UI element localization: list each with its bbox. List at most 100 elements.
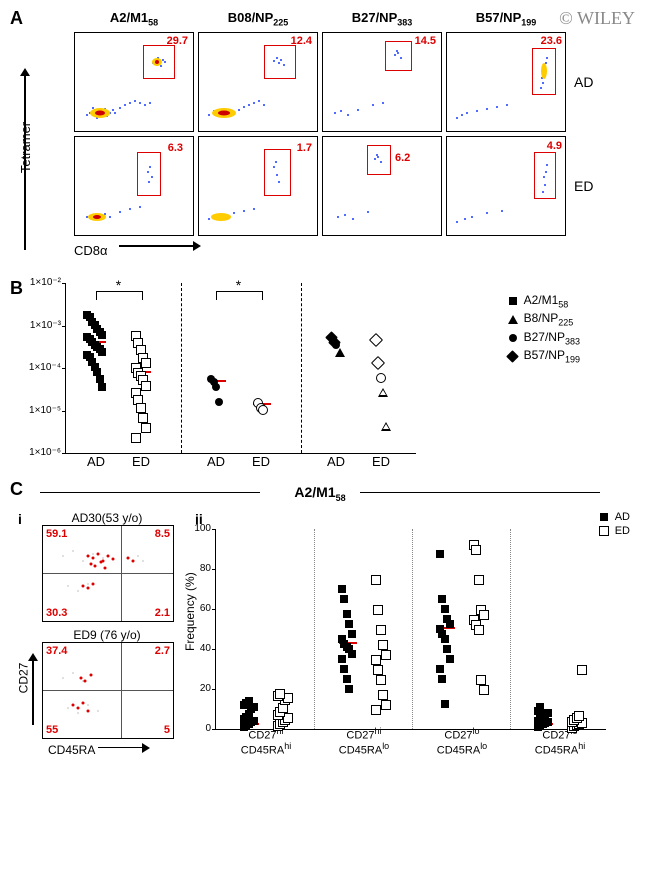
data-point: [348, 650, 356, 658]
legend-item: B57/NP199: [506, 348, 580, 364]
data-point: [381, 650, 391, 660]
data-point: [371, 705, 381, 715]
data-point: [378, 690, 388, 700]
data-point: [381, 700, 391, 710]
data-point: [376, 373, 386, 383]
panel-c-i-y-label: CD27: [16, 662, 30, 693]
data-point: [376, 675, 386, 685]
data-point: [340, 665, 348, 673]
data-point: [474, 575, 484, 585]
y-tick: 80: [191, 563, 211, 574]
quad-plot-1-title: AD30(53 y/o): [42, 511, 172, 525]
x-label: ED: [132, 454, 150, 469]
x-category-label: CD27hiCD45RAhi: [236, 727, 296, 757]
legend-item: B8/NP225: [506, 311, 580, 327]
panel-b-scatter-plot: 1×10⁻² 1×10⁻³ 1×10⁻⁴ 1×10⁻⁵ 1×10⁻⁶ ADEDA…: [65, 283, 416, 454]
data-point: [141, 358, 151, 368]
col-header-4: B57/NP199: [446, 10, 566, 28]
data-point: [245, 697, 253, 705]
data-point: [373, 605, 383, 615]
panel-a: A Tetramer A2/M158 B08/NP225 B27/NP383 B…: [10, 10, 640, 258]
data-point: [338, 655, 346, 663]
panel-a-label: A: [10, 8, 23, 29]
x-label: AD: [207, 454, 225, 469]
group-divider: [301, 283, 302, 453]
y-tick: 60: [191, 603, 211, 614]
panel-c-ii: ii Frequency (%) 0 20 40 60 80 100 CD27h…: [185, 511, 640, 745]
data-point: [371, 655, 381, 665]
data-point: [446, 620, 454, 628]
data-point: [436, 665, 444, 673]
group-divider: [181, 283, 182, 453]
panel-c-i-label: i: [18, 511, 22, 527]
data-point: [215, 398, 223, 406]
flow-plot-ed-2: 1.7: [198, 136, 318, 236]
data-point: [275, 689, 285, 699]
y-tick: 1×10⁻²: [16, 277, 61, 288]
significance-star: *: [236, 277, 241, 293]
legend-item: A2/M158: [506, 293, 580, 309]
data-point: [98, 348, 106, 356]
data-point: [138, 413, 148, 423]
x-label: AD: [327, 454, 345, 469]
data-point: [443, 645, 451, 653]
data-point: [441, 635, 449, 643]
data-point: [96, 375, 104, 383]
flow-plot-ed-4: 4.9: [446, 136, 566, 236]
y-tick: 1×10⁻⁴: [16, 362, 61, 373]
data-point: [378, 388, 388, 397]
data-point: [136, 403, 146, 413]
legend-item: B27/NP383: [506, 330, 580, 346]
col-header-1: A2/M158: [74, 10, 194, 28]
data-point: [373, 665, 383, 675]
data-point: [544, 709, 552, 717]
data-point: [343, 610, 351, 618]
y-tick: 1×10⁻⁶: [16, 447, 61, 458]
panel-b: B Frequency tetramer+ of CD8+ T cells 1×…: [10, 283, 640, 454]
row-label-ad: AD: [570, 74, 610, 90]
data-point: [141, 381, 151, 391]
data-point: [378, 640, 388, 650]
y-tick: 40: [191, 643, 211, 654]
quad-plot-2-title: ED9 (76 y/o): [42, 628, 172, 642]
group-divider: [314, 529, 315, 729]
group-divider: [412, 529, 413, 729]
panel-a-y-axis-label: Tetramer: [18, 122, 33, 173]
data-point: [250, 717, 258, 725]
data-point: [381, 422, 391, 431]
data-point: [369, 333, 383, 347]
panel-c-x-arrow-icon: [98, 740, 148, 755]
flow-plot-ed-3: 6.2: [322, 136, 442, 236]
flow-plot-ed-1: 6.3: [74, 136, 194, 236]
data-point: [348, 630, 356, 638]
x-category-label: CD27hiCD45RAlo: [334, 727, 394, 757]
panel-c: C A2/M158 i AD30(53 y/o) 59.1 8.5 30.3 2…: [10, 484, 640, 745]
data-point: [340, 595, 348, 603]
col-header-2: B08/NP225: [198, 10, 318, 28]
group-divider: [510, 529, 511, 729]
col-header-3: B27/NP383: [322, 10, 442, 28]
data-point: [577, 665, 587, 675]
data-point: [345, 685, 353, 693]
x-label: AD: [87, 454, 105, 469]
data-point: [438, 595, 446, 603]
data-point: [436, 550, 444, 558]
data-point: [441, 605, 449, 613]
data-point: [131, 433, 141, 443]
data-point: [479, 610, 489, 620]
data-point: [446, 655, 454, 663]
significance-star: *: [116, 277, 121, 293]
x-axis-arrow-icon: [119, 235, 199, 255]
panel-b-legend: A2/M158 B8/NP225 B27/NP383 B57/NP199: [506, 293, 580, 367]
x-label: ED: [372, 454, 390, 469]
data-point: [376, 625, 386, 635]
data-point: [441, 700, 449, 708]
data-point: [479, 685, 489, 695]
y-tick: 1×10⁻⁵: [16, 405, 61, 416]
data-point: [474, 625, 484, 635]
data-point: [371, 356, 385, 370]
data-point: [345, 620, 353, 628]
panel-c-i: i AD30(53 y/o) 59.1 8.5 30.3 2.1 ED9 (76…: [10, 511, 185, 745]
quad-plot-1: 59.1 8.5 30.3 2.1: [42, 525, 174, 622]
x-category-label: CD27loCD45RAlo: [432, 727, 492, 757]
